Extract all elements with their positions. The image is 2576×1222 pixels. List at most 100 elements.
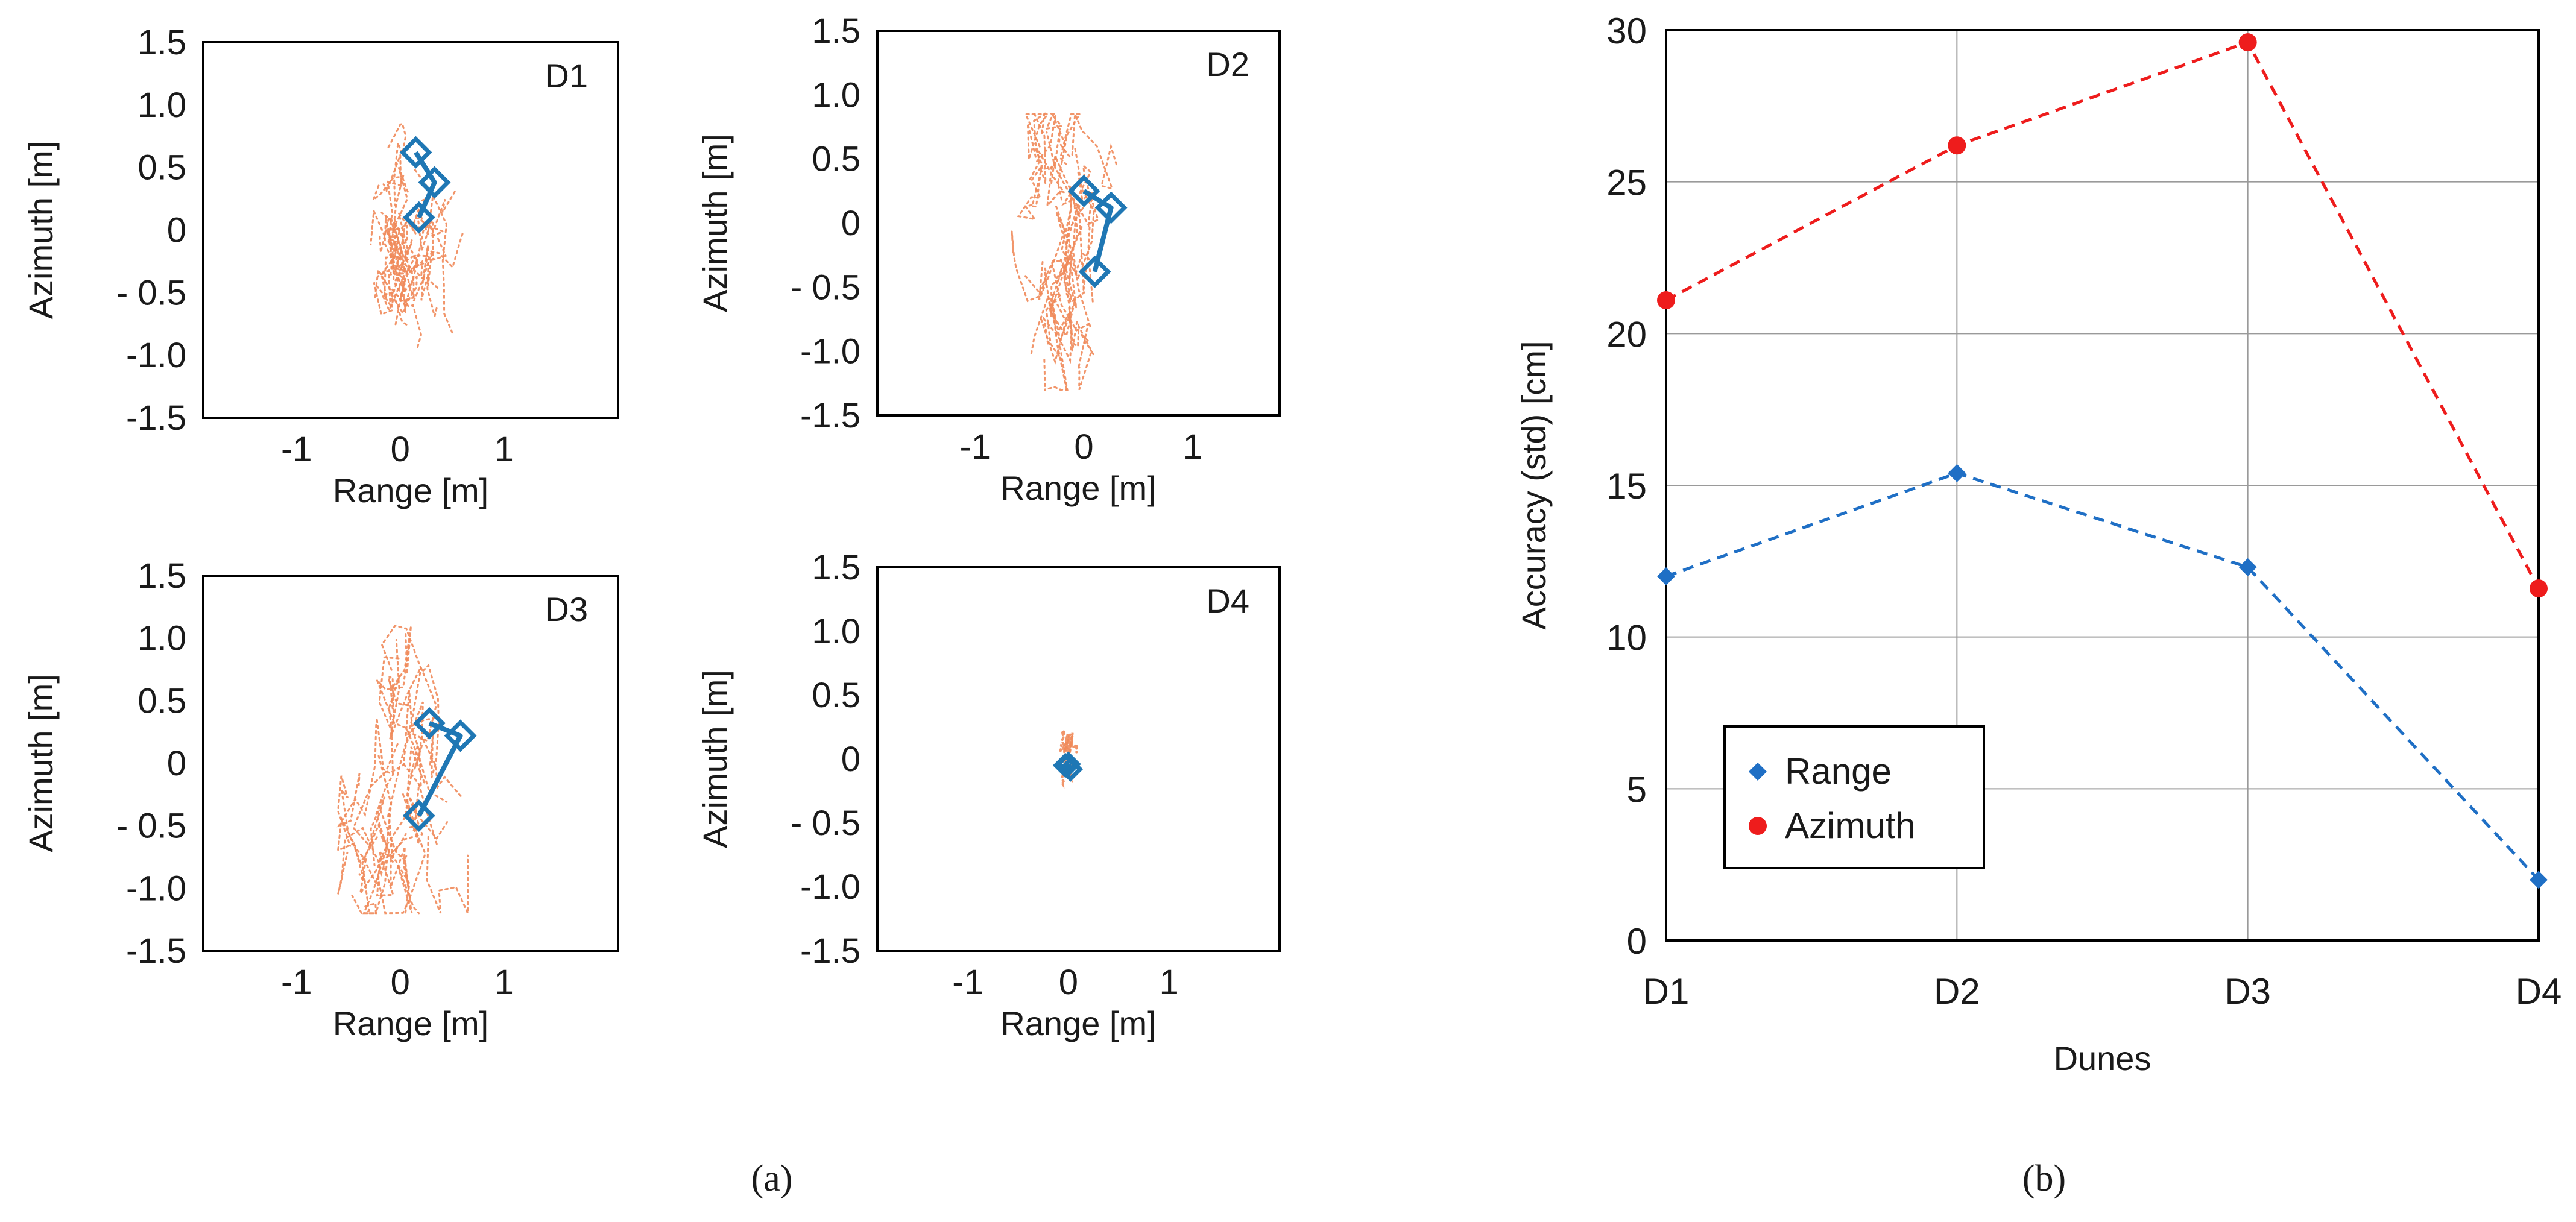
track-point-marker	[413, 707, 446, 740]
azimuth-point	[1948, 136, 1966, 155]
x-tick-label: -1	[281, 963, 312, 1002]
trajectory-line	[389, 639, 437, 743]
trajectory-line	[1066, 171, 1094, 303]
trajectory-line	[415, 192, 453, 335]
x-tick-label: -1	[959, 427, 991, 467]
y-tick-label: 30	[1606, 11, 1647, 51]
trajectory-line	[379, 809, 420, 915]
y-tick-label: -1.5	[800, 396, 860, 435]
x-axis-label: Range [m]	[1000, 1004, 1156, 1042]
trajectory-line	[396, 254, 438, 317]
y-tick-label: - 0.5	[791, 804, 860, 843]
trajectory-line	[1060, 729, 1067, 752]
track-point-marker	[399, 136, 432, 169]
y-tick-label: 0.5	[137, 148, 186, 187]
legend-box	[1723, 725, 1985, 869]
range-point	[2530, 871, 2548, 889]
panel-b-accuracy-chart: 0 5 10 15 20 25 30 D1 D2 D3 D4 Dunes Accuracy (std) …	[1515, 11, 2562, 1077]
y-tick-label: 1.5	[137, 556, 186, 596]
range-point	[2238, 558, 2257, 576]
y-tick-label: - 0.5	[116, 807, 186, 846]
trajectory-line	[352, 743, 399, 866]
trajectory-line	[422, 230, 464, 280]
legend-label: Azimuth	[1785, 805, 1916, 846]
x-tick-label: -1	[952, 963, 983, 1002]
y-tick-label: 15	[1606, 466, 1647, 506]
x-tick-label: 0	[1059, 963, 1078, 1002]
legend-marker-range	[1749, 763, 1767, 781]
y-tick-label: -1.5	[126, 931, 186, 971]
x-axis-label: Range [m]	[333, 1004, 488, 1042]
legend-marker-azimuth	[1749, 817, 1767, 835]
trajectory-line	[1017, 167, 1042, 221]
trajectory-line	[384, 216, 405, 326]
trajectory-line	[1034, 113, 1071, 184]
trajectory-line	[1064, 732, 1074, 753]
x-tick-label: 0	[391, 963, 410, 1002]
x-tick-label: D2	[1934, 971, 1980, 1012]
trajectory-line	[337, 827, 393, 895]
trajectory-line	[1059, 743, 1066, 753]
y-tick-label: -1.0	[800, 868, 860, 907]
subplot-title: D4	[1206, 582, 1249, 620]
azimuth-point	[2530, 579, 2548, 598]
y-tick-label: -1.0	[126, 869, 186, 908]
y-axis-label: Azimuth [m]	[22, 141, 60, 320]
trajectory-line	[1028, 148, 1067, 209]
trajectory-line	[1071, 113, 1118, 190]
trajectory-line	[1011, 231, 1048, 303]
y-tick-label: -1.5	[800, 931, 860, 971]
azimuth-point	[1657, 291, 1675, 309]
y-tick-label: 0	[841, 740, 860, 779]
trajectory-line	[1034, 112, 1067, 164]
trajectory-line	[391, 275, 418, 315]
x-tick-label: D4	[2516, 971, 2562, 1012]
caption-b: (b)	[2022, 1158, 2066, 1199]
y-axis-label: Azimuth [m]	[696, 670, 734, 848]
y-tick-label: -1.0	[126, 336, 186, 375]
trajectory-line	[376, 851, 411, 915]
track-point-marker	[1055, 751, 1081, 777]
track-point-marker	[444, 719, 477, 752]
trajectory-line	[361, 813, 394, 915]
trajectory-line	[388, 675, 448, 803]
trajectory-line	[1056, 113, 1082, 201]
y-tick-label: 0	[167, 211, 186, 250]
series-line-azimuth	[1665, 40, 2540, 590]
y-tick-label: 1.0	[812, 75, 860, 115]
y-tick-label: 5	[1627, 769, 1647, 810]
x-axis-label: Dunes	[2054, 1039, 2151, 1077]
trajectory-line	[1040, 293, 1067, 365]
trajectory-line	[396, 212, 418, 270]
track-point-marker	[1067, 174, 1100, 207]
trajectory-line	[417, 188, 458, 251]
y-tick-label: 1.5	[812, 11, 860, 51]
track-point-marker	[402, 799, 435, 833]
trajectory-line	[1043, 346, 1069, 391]
y-tick-label: 1.5	[812, 548, 860, 587]
y-axis-label: Accuracy (std) [cm]	[1515, 341, 1553, 629]
plot-frame	[876, 30, 1281, 417]
y-tick-label: 0.5	[137, 681, 186, 720]
trajectory-line	[373, 256, 407, 316]
y-tick-label: 0	[841, 204, 860, 243]
y-tick-label: 0	[1627, 921, 1647, 962]
y-tick-label: 1.0	[137, 619, 186, 658]
y-tick-label: 0.5	[812, 676, 860, 715]
subplot-title: D1	[545, 57, 588, 95]
trajectory-line	[337, 775, 378, 865]
y-tick-label: 0.5	[812, 140, 860, 179]
y-tick-label: - 0.5	[791, 268, 860, 307]
track-point-marker	[402, 201, 435, 234]
trajectory-line	[1030, 205, 1072, 356]
x-tick-label: 1	[1159, 963, 1178, 1002]
trajectory-line	[1051, 262, 1093, 390]
y-axis-label: Azimuth [m]	[22, 674, 60, 852]
legend: Range Azimuth	[1723, 725, 1985, 869]
plot-frame	[202, 575, 619, 952]
trajectory-line	[1061, 146, 1095, 280]
